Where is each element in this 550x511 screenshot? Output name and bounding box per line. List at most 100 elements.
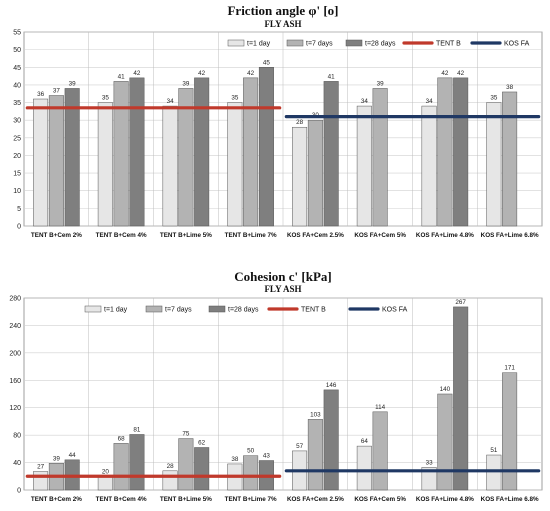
category-label: TENT B+Cem 2%: [31, 496, 82, 503]
data-label: 34: [426, 98, 434, 105]
legend-label: KOS FA: [504, 41, 530, 48]
bar: [307, 119, 323, 227]
bar: [129, 434, 145, 491]
category-label: KOS FA+Lime 4.8%: [416, 232, 474, 239]
bar: [194, 77, 210, 227]
bar: [453, 77, 469, 227]
data-label: 44: [69, 452, 77, 459]
bar: [356, 445, 372, 491]
bar: [178, 438, 194, 491]
data-label: 64: [361, 438, 369, 445]
category-label: KOS FA+Cem 5%: [354, 496, 406, 503]
data-label: 38: [231, 456, 239, 463]
cohesion-chart: Cohesion c' [kPa] FLY ASH 0 40 80 120 160 200…: [9, 269, 543, 503]
data-label: 28: [296, 119, 304, 126]
legend-label: t=7 days: [165, 307, 192, 314]
category-label: TENT B+Cem 4%: [96, 496, 147, 503]
y-tick-label: 55: [13, 30, 21, 37]
bar: [323, 81, 339, 227]
bar: [421, 105, 437, 227]
category-label: KOS FA+Lime 6.8%: [481, 232, 539, 239]
category-label: TENT B+Lime 5%: [160, 232, 212, 239]
bar: [243, 455, 259, 491]
data-label: 42: [247, 70, 255, 77]
y-tick-label: 280: [9, 296, 21, 303]
legend-label: TENT B: [301, 307, 326, 314]
chart-subtitle: FLY ASH: [264, 19, 301, 29]
data-label: 38: [506, 84, 514, 91]
data-label: 33: [426, 459, 434, 466]
data-label: 57: [296, 443, 304, 450]
bar: [129, 77, 145, 227]
bar: [421, 467, 437, 491]
category-label: KOS FA+Cem 2.5%: [287, 496, 344, 503]
bar: [48, 95, 64, 227]
bar: [437, 393, 453, 491]
bar: [97, 476, 113, 491]
data-label: 42: [133, 70, 141, 77]
y-tick-label: 160: [9, 378, 21, 385]
data-label: 43: [263, 453, 271, 460]
chart-title: Friction angle φ' [o]: [227, 3, 338, 18]
data-label: 39: [182, 80, 190, 87]
y-tick-label: 10: [13, 188, 21, 195]
bar: [113, 443, 129, 491]
category-label: TENT B+Cem 4%: [96, 232, 147, 239]
bar: [323, 389, 339, 491]
data-label: 75: [182, 431, 190, 438]
bar: [243, 77, 259, 227]
y-tick-label: 15: [13, 171, 21, 178]
legend-swatch: [84, 305, 102, 313]
category-label: TENT B+Cem 2%: [31, 232, 82, 239]
data-label: 39: [53, 455, 61, 462]
bar: [162, 470, 178, 491]
legend-swatch: [208, 305, 226, 313]
bar: [113, 81, 129, 227]
legend-swatch: [227, 39, 245, 47]
legend-label: t=28 days: [365, 41, 396, 48]
data-label: 35: [490, 95, 498, 102]
data-label: 41: [118, 73, 126, 80]
data-label: 39: [377, 80, 385, 87]
bar: [194, 447, 210, 491]
bar: [258, 67, 274, 227]
y-tick-label: 240: [9, 323, 21, 330]
bar: [97, 102, 113, 227]
bar: [33, 471, 49, 491]
legend-label: KOS FA: [382, 307, 408, 314]
category-label: KOS FA+Lime 6.8%: [481, 496, 539, 503]
bar: [307, 419, 323, 491]
bar: [372, 88, 388, 227]
category-label: KOS FA+Cem 2.5%: [287, 232, 344, 239]
bar: [372, 411, 388, 491]
legend-label: TENT B: [436, 41, 461, 48]
y-tick-label: 40: [13, 82, 21, 89]
bar: [502, 91, 518, 227]
legend-label: t=1 day: [104, 307, 128, 314]
bar: [453, 306, 469, 491]
legend-swatch: [345, 39, 363, 47]
data-label: 68: [118, 435, 126, 442]
bar: [178, 88, 194, 227]
bar: [292, 126, 308, 227]
legend-label: t=7 days: [306, 41, 333, 48]
category-label: TENT B+Lime 7%: [225, 496, 277, 503]
data-label: 35: [231, 95, 239, 102]
y-tick-label: 25: [13, 135, 21, 142]
data-label: 81: [133, 426, 141, 433]
bar: [64, 88, 80, 227]
y-tick-label: 40: [13, 460, 21, 467]
y-tick-label: 20: [13, 153, 21, 160]
data-label: 140: [440, 386, 451, 393]
data-label: 20: [102, 468, 110, 475]
data-label: 27: [37, 463, 45, 470]
category-label: TENT B+Lime 5%: [160, 496, 212, 503]
data-label: 267: [455, 299, 466, 306]
y-tick-label: 5: [17, 206, 21, 213]
category-label: KOS FA+Cem 5%: [354, 232, 406, 239]
data-label: 45: [263, 59, 271, 66]
bar: [486, 102, 502, 227]
data-label: 34: [361, 98, 369, 105]
data-label: 34: [167, 98, 175, 105]
